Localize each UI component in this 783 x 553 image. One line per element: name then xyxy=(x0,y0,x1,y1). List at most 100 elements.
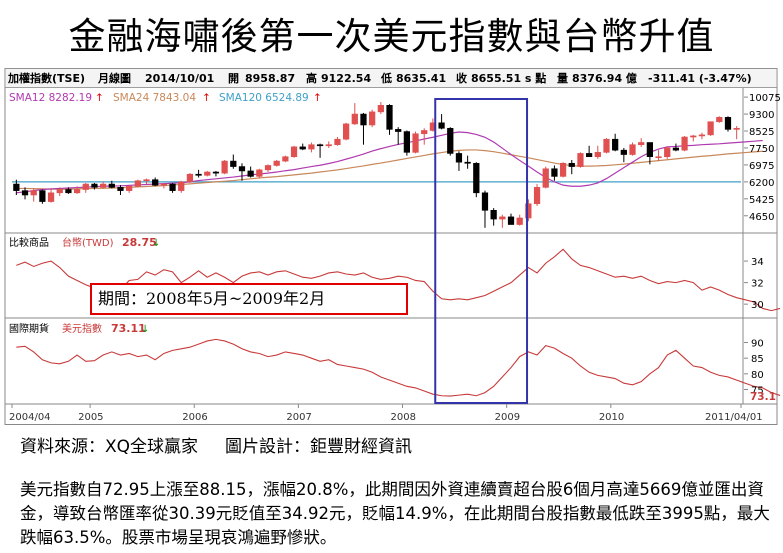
candle-body xyxy=(638,142,645,145)
candle-body xyxy=(221,160,228,174)
candle-body xyxy=(134,180,141,187)
x-tick-label: 2008 xyxy=(391,412,416,423)
panel3-label: 國際期貨 xyxy=(9,322,49,335)
candle-body xyxy=(230,160,237,167)
usd-y-tick-label: 75 xyxy=(751,385,764,396)
candle-body xyxy=(160,183,167,186)
candle-body xyxy=(195,173,202,176)
candle-body xyxy=(256,169,263,177)
price-y-tick-label: 10075 xyxy=(749,93,781,104)
candle-body xyxy=(698,134,706,137)
description-text: 美元指數自72.95上漲至88.15，漲幅20.8%，此期間因外資連續賣超台股6… xyxy=(20,480,770,547)
price-y-tick-label: 5425 xyxy=(749,195,774,206)
candle-body xyxy=(212,171,220,174)
x-tick-label: 2005 xyxy=(78,412,103,423)
legend-sma12: SMA12 8282.19 xyxy=(9,92,92,104)
candle-body xyxy=(403,131,410,153)
candle-body xyxy=(655,156,662,159)
candle-body xyxy=(716,117,723,123)
usd-y-tick-label: 85 xyxy=(751,354,764,365)
usd-y-tick-label: 80 xyxy=(751,370,764,381)
panel2-value: 28.75 xyxy=(122,236,157,249)
high-label: 高 xyxy=(306,71,317,85)
x-tick-label: 2007 xyxy=(286,412,311,423)
candle-body xyxy=(724,117,732,130)
candle-body xyxy=(100,183,107,188)
price-y-tick-label: 8525 xyxy=(749,127,774,138)
candle-body xyxy=(499,216,506,220)
high-value: 9122.54 xyxy=(321,72,371,85)
panel3-name: 美元指數 xyxy=(62,322,102,335)
candle-body xyxy=(238,166,246,172)
low-label: 低 xyxy=(380,71,392,85)
candle-body xyxy=(586,153,593,158)
legend-sma24: SMA24 7843.04 xyxy=(113,92,196,104)
candle-body xyxy=(82,183,89,190)
candle-body xyxy=(490,210,497,220)
candle-body xyxy=(612,138,619,151)
close-label: 收 xyxy=(456,71,467,85)
usd-y-tick-label: 90 xyxy=(751,339,764,350)
period-type: 月線圖 xyxy=(97,71,131,85)
panel3-arrow: ↓ xyxy=(141,324,149,335)
candle-body xyxy=(334,138,341,145)
chart-area: 加權指數(TSE) 月線圖 2014/10/01 開 8958.87 高 912… xyxy=(4,68,781,425)
price-y-tick-label: 9300 xyxy=(749,110,774,121)
panel2-label: 比較商品 xyxy=(9,236,49,249)
legend-sma120: SMA120 6524.89 xyxy=(219,92,309,104)
price-y-tick-label: 4650 xyxy=(749,212,774,223)
candle-body xyxy=(377,105,384,113)
candle-body xyxy=(290,146,298,158)
open-label: 開 xyxy=(228,72,239,85)
candle-body xyxy=(733,127,740,130)
candle-body xyxy=(65,189,72,194)
candle-body xyxy=(646,142,653,158)
candle-body xyxy=(273,160,280,166)
volume-label: 量 xyxy=(557,72,568,85)
candle-body xyxy=(299,146,306,150)
candle-body xyxy=(395,129,402,132)
candle-body xyxy=(308,144,315,150)
candle-body xyxy=(126,185,133,191)
x-tick-label: 2004/04 xyxy=(9,412,51,423)
usd-last-value: 73.1 xyxy=(750,391,776,403)
candle-body xyxy=(351,113,358,125)
candle-body xyxy=(516,217,523,225)
candle-body xyxy=(559,162,567,177)
index-name: 加權指數(TSE) xyxy=(7,71,85,85)
candle-body xyxy=(117,187,124,191)
candle-body xyxy=(681,136,688,151)
candle-body xyxy=(690,135,697,138)
x-tick-label: 2011/04/01 xyxy=(705,412,763,423)
candle-body xyxy=(386,105,393,130)
candle-body xyxy=(464,161,471,164)
candle-body xyxy=(577,153,584,167)
candle-body xyxy=(325,144,332,147)
usd-line xyxy=(16,338,781,397)
candle-body xyxy=(455,153,463,163)
candle-body xyxy=(282,156,289,162)
candle-body xyxy=(481,192,489,211)
candle-body xyxy=(264,165,272,171)
close-value: 8655.51 s 點 xyxy=(471,71,546,85)
price-y-tick-label: 6200 xyxy=(749,178,774,189)
panel3-value: 73.11 xyxy=(111,322,146,335)
candle-body xyxy=(594,152,601,158)
candle-body xyxy=(473,162,480,194)
candle-body xyxy=(412,133,419,153)
candle-body xyxy=(672,147,680,151)
legend-sma12-arrow: ↑ xyxy=(95,92,104,104)
candle-body xyxy=(629,144,636,155)
change-value: -311.41 (-3.47%) xyxy=(648,72,752,85)
candle-body xyxy=(21,190,29,196)
bar-date: 2014/10/01 xyxy=(145,72,214,85)
candle-body xyxy=(13,183,20,191)
candle-body xyxy=(143,179,150,182)
twd-y-tick-label: 32 xyxy=(751,279,764,290)
candle-body xyxy=(664,147,671,158)
candle-body xyxy=(551,168,558,177)
candle-body xyxy=(525,203,532,219)
source-line: 資料來源：XQ全球贏家 圖片設計：鉅豐財經資訊 xyxy=(20,437,413,457)
candle-body xyxy=(204,171,211,176)
candle-body xyxy=(447,127,454,154)
